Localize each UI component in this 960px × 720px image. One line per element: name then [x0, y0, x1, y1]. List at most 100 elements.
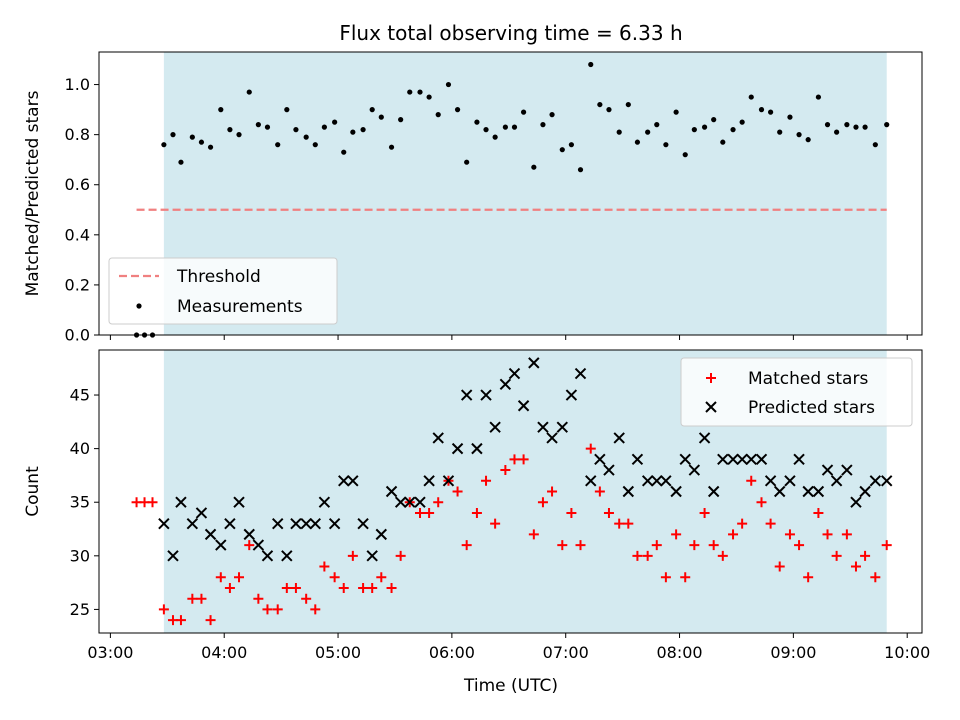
matched-star-point — [187, 593, 198, 604]
matched-star-point — [234, 572, 245, 583]
matched-star-point — [603, 507, 614, 518]
predicted-star-point — [736, 453, 748, 466]
measurement-point — [198, 139, 205, 145]
predicted-star-point — [290, 517, 302, 530]
matched-star-point — [746, 475, 757, 486]
matched-star-point — [803, 572, 814, 583]
y-tick-label: 0.4 — [65, 225, 90, 244]
predicted-star-point — [404, 496, 416, 508]
legend-matched-label: Matched stars — [748, 369, 868, 389]
matched-star-point — [424, 507, 435, 518]
matched-star-point — [717, 550, 728, 561]
measurement-point — [625, 101, 631, 108]
matched-star-point — [642, 550, 653, 561]
measurement-point — [341, 149, 347, 155]
matched-star-point — [623, 518, 634, 529]
measurement-point — [616, 129, 622, 135]
matched-star-point — [175, 615, 186, 626]
matched-star-point — [774, 561, 785, 572]
measurement-point — [474, 119, 480, 125]
measurement-point — [872, 142, 878, 148]
matched-star-point — [708, 540, 719, 551]
measurement-point — [445, 81, 452, 88]
matched-star-point — [244, 540, 255, 551]
matched-star-point — [850, 561, 861, 572]
predicted-star-point — [300, 517, 312, 530]
y-axis-label: Matched/Predicted stars — [23, 90, 43, 296]
predicted-star-point — [841, 464, 853, 476]
matched-star-point — [347, 550, 358, 561]
measurement-point — [768, 109, 774, 115]
measurement-point — [303, 134, 309, 140]
predicted-star-point — [641, 475, 654, 487]
legend-measurements-label: Measurements — [177, 297, 303, 317]
measurement-point — [559, 147, 565, 153]
measurement-point — [730, 127, 736, 133]
x-tick-label: 06:00 — [429, 643, 475, 662]
matched-star-point — [870, 572, 881, 583]
predicted-star-point — [517, 400, 530, 412]
matched-star-point — [614, 518, 625, 529]
matched-star-point — [585, 443, 596, 454]
predicted-star-point — [698, 432, 711, 444]
predicted-star-point — [565, 389, 578, 401]
matched-star-point — [205, 615, 216, 626]
predicted-star-point — [528, 357, 540, 369]
x-tick-label: 10:00 — [884, 643, 930, 662]
predicted-star-point — [745, 453, 757, 466]
predicted-star-point — [499, 378, 512, 391]
measurement-point — [170, 132, 176, 138]
predicted-star-point — [224, 517, 236, 530]
measurement-point — [884, 122, 890, 128]
predicted-star-point — [357, 517, 369, 530]
matched-star-point — [822, 529, 833, 540]
matched-star-point — [765, 518, 776, 529]
predicted-star-point — [727, 453, 739, 466]
legend-predicted-swatch — [705, 401, 717, 413]
predicted-star-point — [158, 517, 170, 530]
matched-star-point — [452, 486, 463, 497]
matched-star-point — [196, 593, 207, 604]
predicted-star-point — [309, 517, 321, 530]
predicted-star-point — [167, 550, 179, 562]
measurement-point — [739, 119, 745, 125]
measurement-point — [161, 142, 167, 148]
matched-star-point — [547, 486, 558, 497]
matched-star-point — [831, 550, 842, 561]
predicted-star-point — [651, 475, 663, 487]
measurement-point — [540, 122, 546, 128]
predicted-star-point — [585, 475, 597, 487]
matched-star-point — [481, 475, 492, 486]
measurement-point — [711, 117, 717, 123]
predicted-star-point — [442, 475, 455, 487]
legend-measurements-swatch — [136, 303, 142, 309]
plot-frame — [98, 51, 923, 336]
measurement-point — [189, 134, 195, 140]
count-panel: 25 30 35 40 45 03:00 04:00 05:00 06:00 07:00 08:00… — [23, 349, 930, 662]
measurement-point — [815, 94, 822, 100]
matched-star-point — [290, 582, 301, 593]
measurement-point — [844, 122, 850, 128]
predicted-star-point — [451, 442, 464, 455]
measurement-point — [255, 122, 261, 128]
predicted-star-point — [243, 528, 255, 541]
measurement-point — [682, 152, 688, 158]
predicted-star-point — [784, 475, 796, 487]
measurement-point — [246, 89, 252, 95]
y-tick-label: 25 — [70, 600, 90, 619]
predicted-star-point — [508, 367, 521, 380]
measurement-point — [520, 109, 527, 115]
measurement-point — [312, 142, 318, 148]
measurement-point — [796, 132, 802, 138]
matched-star-point — [671, 529, 682, 540]
matched-star-point — [509, 454, 520, 465]
matched-star-point — [860, 550, 871, 561]
measurement-point — [673, 109, 679, 115]
measurement-point — [502, 124, 508, 130]
matched-star-point — [841, 529, 852, 540]
measurement-point — [407, 89, 413, 95]
measurement-point — [332, 119, 338, 125]
y-tick-label: 0.0 — [65, 326, 90, 345]
measurement-point — [568, 142, 574, 148]
